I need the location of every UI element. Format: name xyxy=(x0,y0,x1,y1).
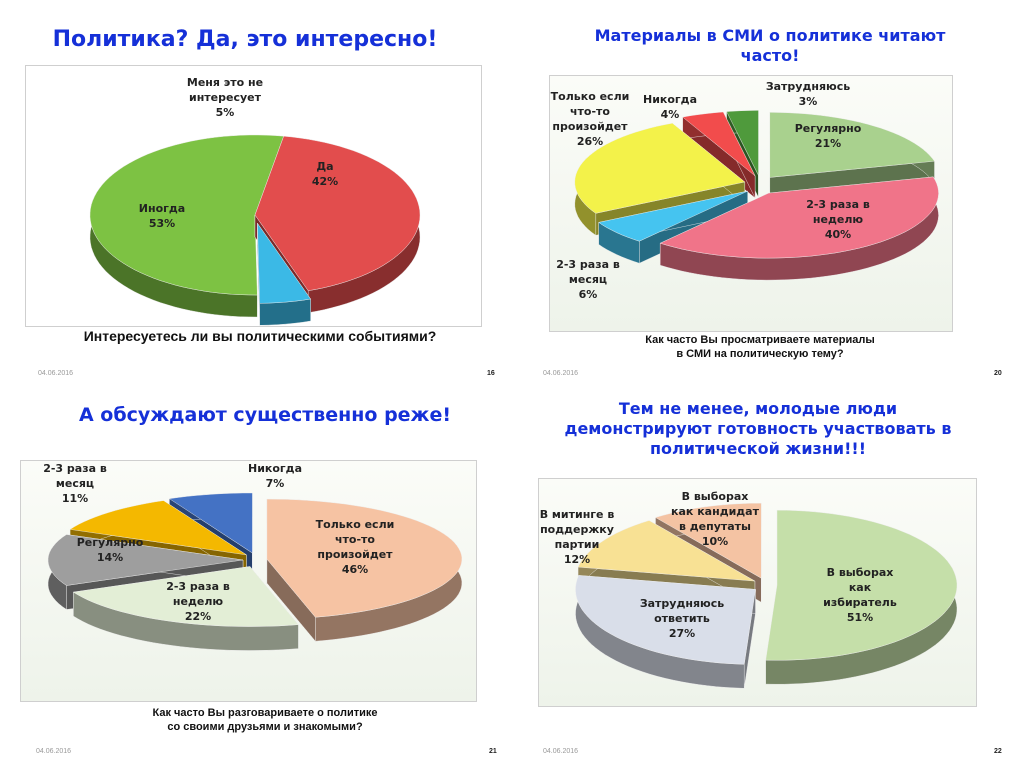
slide-date: 04.06.2016 xyxy=(543,370,579,377)
survey-question: Интересуетесь ли вы политическими событи… xyxy=(83,328,437,344)
survey-question: Как часто Вы разговариваете о политике с… xyxy=(152,707,378,734)
data-label: Иногда 53% xyxy=(138,202,186,230)
data-label: 2-3 раза в неделю 40% xyxy=(806,198,870,241)
slide-title: Политика? Да, это интересно! xyxy=(52,27,438,52)
page-number: 22 xyxy=(994,748,1002,755)
data-label: 2-3 раза в месяц 11% xyxy=(43,462,107,505)
page-number: 16 xyxy=(487,370,495,377)
pie-slice xyxy=(69,500,247,556)
pie-slice xyxy=(254,135,421,291)
pie-slice xyxy=(598,190,748,242)
data-label: Да 42% xyxy=(311,160,339,188)
data-label: Никогда 4% xyxy=(643,93,697,121)
slide-date: 04.06.2016 xyxy=(36,748,72,755)
slide-date: 04.06.2016 xyxy=(38,370,74,377)
pie-slice xyxy=(577,520,755,582)
page-number: 20 xyxy=(994,370,1002,377)
slide-title: А обсуждают существенно реже! xyxy=(78,404,452,426)
pie-slice xyxy=(765,509,958,661)
data-label: 2-3 раза в неделю 22% xyxy=(166,580,230,623)
data-label: Затрудняюсь 3% xyxy=(765,80,851,108)
data-label: Регулярно 21% xyxy=(794,122,862,150)
page-number: 21 xyxy=(489,748,497,755)
data-label: В выборах как кандидат в депутаты 10% xyxy=(671,490,759,548)
data-label: Затрудняюсь ответить 27% xyxy=(639,597,725,640)
pie-slice xyxy=(89,134,284,296)
pie-slice xyxy=(574,122,746,214)
pie-slice xyxy=(266,498,463,618)
data-label: Регулярно 14% xyxy=(76,536,144,564)
pie-slice xyxy=(168,492,253,554)
pie-slice xyxy=(659,176,939,259)
data-label: Только если что-то произойдет 46% xyxy=(315,518,395,576)
pie-slice xyxy=(654,502,762,579)
data-label: 2-3 раза в месяц 6% xyxy=(556,258,620,301)
data-label: В митинге в поддержку партии 12% xyxy=(539,508,615,566)
pie-slice xyxy=(726,110,759,176)
survey-question: Как часто Вы просматриваете материалы в … xyxy=(645,334,875,361)
slide-date: 04.06.2016 xyxy=(543,748,579,755)
slide-title: Материалы в СМИ о политике читают часто! xyxy=(594,26,946,65)
pie-slice xyxy=(72,566,299,627)
slide-title: Тем не менее, молодые люди демонстрируют… xyxy=(564,399,952,458)
data-label: В выборах как избиратель 51% xyxy=(823,566,897,624)
pie-slice xyxy=(575,575,756,665)
data-label: Только если что-то произойдет 26% xyxy=(550,90,630,148)
pie-slice xyxy=(47,534,244,586)
pie-slice xyxy=(769,112,935,178)
pie-slice xyxy=(682,111,756,177)
data-label: Никогда 7% xyxy=(248,462,302,490)
data-label: Меня это не интересует 5% xyxy=(186,76,264,119)
pie-slice xyxy=(257,222,311,304)
